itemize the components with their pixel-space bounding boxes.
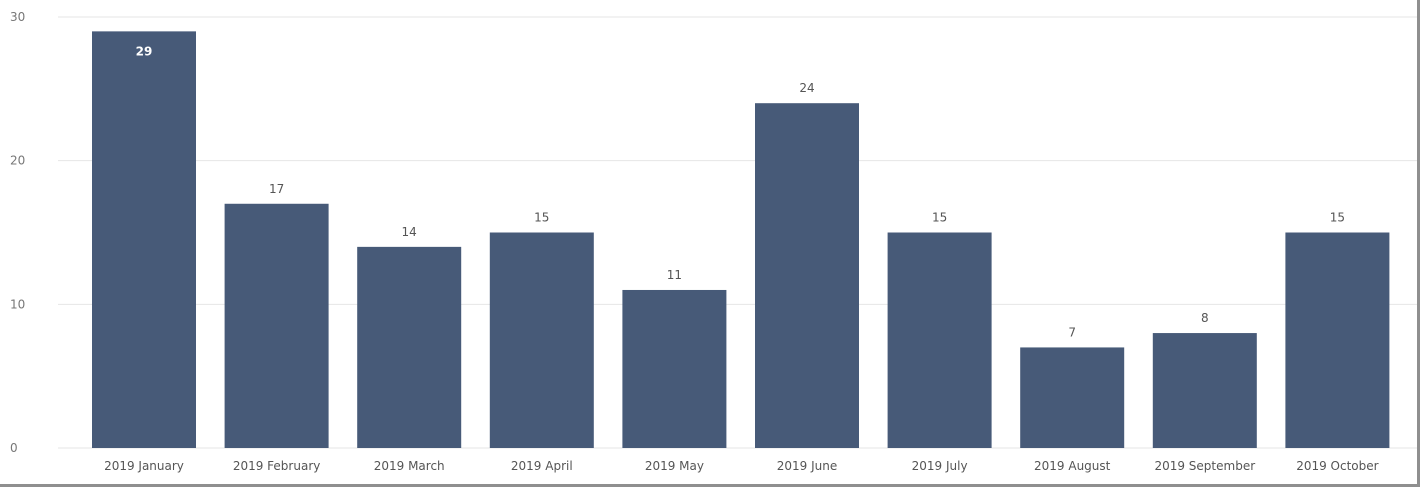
data-label-2: 14 (402, 225, 417, 239)
x-tick-label-8: 2019 September (1154, 459, 1255, 473)
bar-9 (1285, 232, 1390, 448)
y-tick-label-30: 30 (10, 10, 25, 24)
y-tick-label-0: 0 (10, 441, 18, 455)
bar-4 (622, 289, 727, 448)
x-tick-label-4: 2019 May (645, 459, 704, 473)
data-label-1: 17 (269, 182, 284, 196)
data-label-7: 7 (1068, 325, 1076, 339)
bar-1 (224, 203, 329, 448)
data-label-8: 8 (1201, 311, 1209, 325)
bar-3 (489, 232, 594, 448)
window-frame-bottom (0, 484, 1420, 487)
x-tick-label-6: 2019 July (912, 459, 968, 473)
y-tick-label-10: 10 (10, 297, 25, 311)
data-label-0: 29 (136, 44, 153, 58)
bar-6 (887, 232, 992, 448)
data-label-4: 11 (667, 268, 682, 282)
bar-5 (755, 103, 859, 448)
x-tick-label-0: 2019 January (104, 459, 184, 473)
bar-7 (1020, 347, 1125, 448)
data-label-5: 24 (799, 81, 814, 95)
window-frame-right (1417, 0, 1420, 487)
bar-2 (357, 246, 462, 448)
data-label-9: 15 (1330, 211, 1345, 225)
x-tick-label-5: 2019 June (777, 459, 838, 473)
x-tick-label-1: 2019 February (233, 459, 321, 473)
data-label-6: 15 (932, 211, 947, 225)
bar-0 (92, 31, 196, 448)
data-label-3: 15 (534, 211, 549, 225)
x-tick-label-3: 2019 April (511, 459, 573, 473)
y-tick-label-20: 20 (10, 154, 25, 168)
x-tick-label-7: 2019 August (1034, 459, 1111, 473)
x-tick-label-2: 2019 March (374, 459, 445, 473)
bar-8 (1152, 333, 1257, 448)
x-tick-label-9: 2019 October (1296, 459, 1378, 473)
